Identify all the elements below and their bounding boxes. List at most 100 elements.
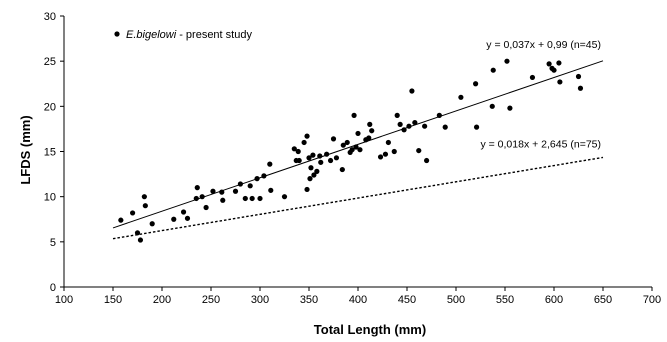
- data-point: [577, 85, 584, 91]
- data-point: [557, 79, 563, 85]
- data-point: [249, 195, 255, 202]
- data-point: [118, 217, 124, 223]
- x-tick-label: 700: [643, 294, 661, 306]
- data-point: [351, 112, 357, 118]
- data-point: [268, 187, 274, 193]
- data-point: [394, 112, 400, 118]
- data-point: [242, 195, 248, 202]
- data-point: [344, 139, 350, 146]
- data-point: [193, 195, 199, 202]
- data-point: [314, 168, 320, 174]
- data-point: [490, 67, 496, 73]
- x-tick-label: 350: [300, 294, 318, 306]
- data-point: [304, 186, 310, 193]
- data-point: [424, 157, 430, 164]
- x-tick-label: 200: [153, 294, 171, 306]
- data-point: [575, 73, 582, 80]
- data-point: [401, 127, 407, 133]
- data-point: [130, 210, 136, 216]
- data-point: [295, 148, 301, 155]
- data-point: [304, 133, 310, 139]
- data-point: [311, 172, 317, 178]
- data-point: [301, 139, 307, 146]
- legend-suffix: - present study: [176, 29, 252, 41]
- data-point: [330, 136, 337, 142]
- data-point: [397, 121, 403, 127]
- data-point: [307, 176, 313, 182]
- data-point: [340, 142, 346, 148]
- data-point: [142, 203, 148, 209]
- data-point: [199, 194, 205, 200]
- data-point: [353, 144, 359, 150]
- y-tick-label: 25: [44, 56, 56, 68]
- data-point: [436, 112, 442, 118]
- data-point: [267, 161, 273, 167]
- data-point: [366, 135, 372, 141]
- data-point: [556, 60, 562, 66]
- x-tick-label: 650: [594, 294, 612, 306]
- data-points: [118, 58, 584, 243]
- legend: E.bigelowi - present study: [114, 29, 252, 41]
- x-tick-label: 250: [202, 294, 220, 306]
- data-point: [149, 221, 155, 227]
- data-point: [333, 155, 340, 161]
- data-point: [308, 165, 314, 171]
- data-point: [324, 151, 330, 157]
- data-point: [416, 147, 422, 154]
- data-point: [237, 181, 243, 187]
- data-point: [261, 173, 267, 179]
- x-tick-label: 100: [55, 294, 73, 306]
- trendline-label-dashed: y = 0,018x + 2,645 (n=75): [480, 138, 601, 150]
- data-point: [391, 148, 397, 155]
- data-point: [367, 121, 373, 127]
- data-point: [546, 61, 552, 67]
- y-tick-label: 30: [44, 11, 56, 23]
- data-point: [489, 103, 495, 109]
- legend-marker: [114, 31, 120, 37]
- data-point: [210, 188, 216, 194]
- legend-label: E.bigelowi - present study: [126, 29, 252, 41]
- data-point: [306, 155, 312, 161]
- data-point: [134, 230, 141, 236]
- data-point: [369, 128, 375, 134]
- data-point: [355, 130, 361, 137]
- y-tick-label: 10: [44, 192, 56, 204]
- data-point: [412, 119, 418, 126]
- data-point: [409, 88, 415, 94]
- y-tick-label: 15: [44, 147, 56, 159]
- data-point: [141, 194, 147, 200]
- x-tick-label: 500: [447, 294, 465, 306]
- data-point: [442, 124, 448, 130]
- x-tick-label: 150: [104, 294, 122, 306]
- data-point: [317, 153, 323, 159]
- data-point: [137, 237, 144, 243]
- trendline-labels: y = 0,037x + 0,99 (n=45) y = 0,018x + 2,6…: [480, 39, 601, 151]
- data-point: [220, 197, 226, 203]
- data-point: [291, 146, 297, 152]
- data-point: [357, 147, 363, 153]
- data-point: [232, 188, 239, 194]
- data-point: [473, 124, 480, 130]
- data-point: [219, 189, 225, 195]
- data-point: [247, 183, 253, 189]
- data-point: [184, 215, 191, 221]
- data-point: [504, 58, 510, 64]
- data-point: [473, 81, 479, 87]
- data-point: [171, 216, 177, 222]
- x-axis-title: Total Length (mm): [314, 322, 426, 337]
- data-point: [281, 194, 288, 200]
- y-tick-label: 5: [50, 237, 56, 249]
- y-tick-label: 20: [44, 101, 56, 113]
- x-tick-label: 550: [496, 294, 514, 306]
- data-point: [310, 152, 316, 158]
- data-point: [377, 154, 384, 160]
- data-point: [529, 74, 536, 81]
- data-point: [458, 94, 464, 100]
- data-point: [257, 195, 263, 202]
- data-point: [194, 185, 200, 191]
- data-point: [406, 123, 412, 129]
- trendline-label-solid: y = 0,037x + 0,99 (n=45): [486, 39, 601, 51]
- data-point: [551, 67, 557, 73]
- x-tick-label: 300: [251, 294, 269, 306]
